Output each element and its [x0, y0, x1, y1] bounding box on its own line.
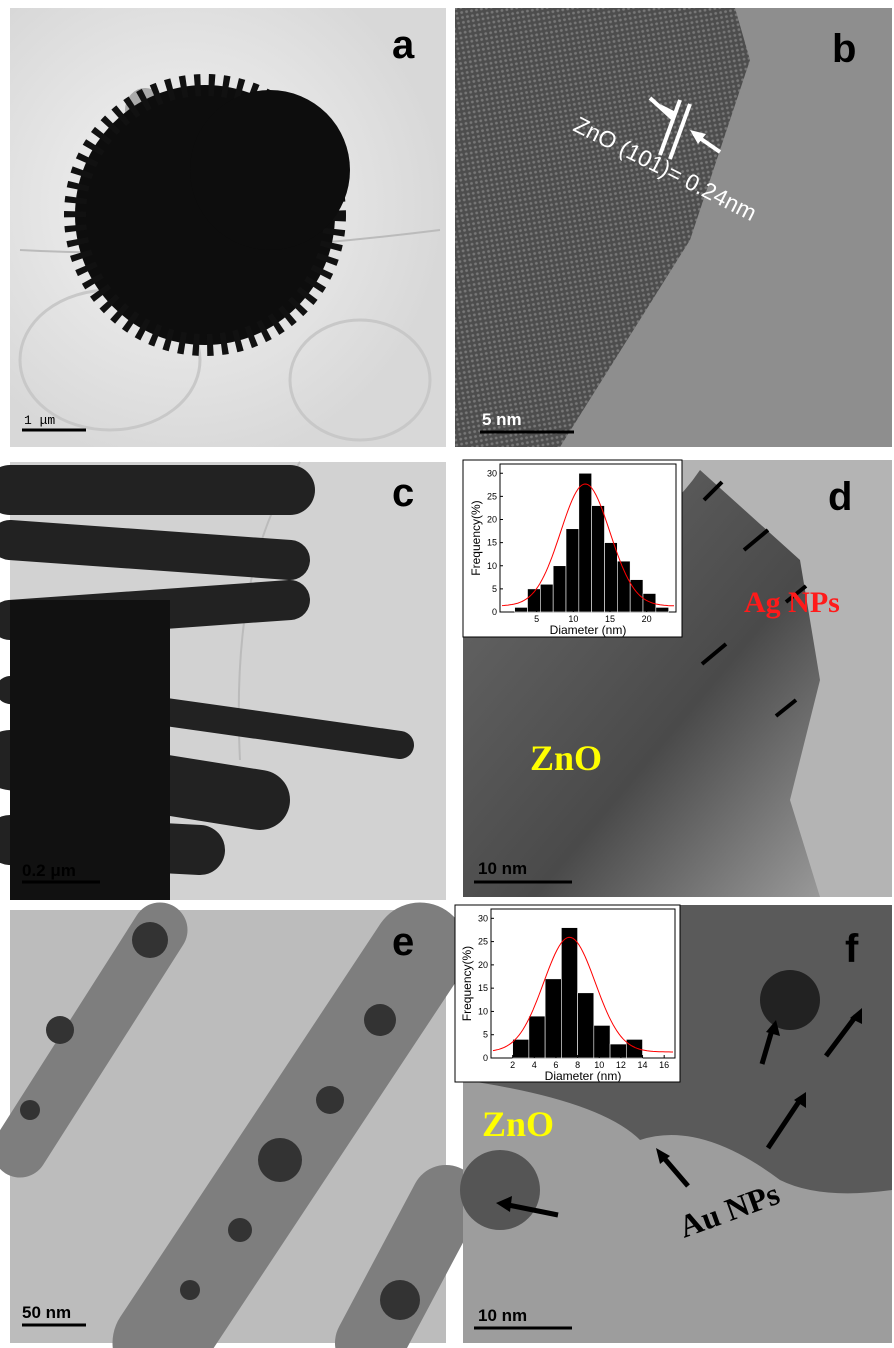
- histogram-bar: [605, 543, 618, 612]
- histogram-bar: [610, 1044, 626, 1058]
- histogram-bar: [579, 473, 592, 612]
- y-axis-label: Frequency(%): [469, 500, 483, 575]
- histogram-bar: [578, 993, 594, 1058]
- histogram-bar: [566, 529, 579, 612]
- histogram-bar: [630, 580, 643, 612]
- scale-label: 0.2 μm: [22, 861, 76, 880]
- annotation: ZnO: [530, 738, 602, 778]
- histogram-bar: [545, 979, 561, 1058]
- scale-label: 50 nm: [22, 1303, 71, 1322]
- x-tick-label: 5: [534, 614, 539, 624]
- panel-label: b: [832, 27, 856, 71]
- panel-a: [10, 8, 446, 447]
- y-tick-label: 0: [483, 1053, 488, 1063]
- panel-label: f: [845, 927, 859, 971]
- panel-label: a: [392, 23, 415, 67]
- y-tick-label: 15: [478, 983, 488, 993]
- histogram-bar: [643, 594, 656, 613]
- y-axis-label: Frequency(%): [460, 946, 474, 1021]
- histogram-bar: [513, 1039, 529, 1058]
- x-tick-label: 14: [638, 1060, 648, 1070]
- y-tick-label: 25: [487, 491, 497, 501]
- x-tick-label: 4: [532, 1060, 537, 1070]
- figure: 1 μm 5 nm 0.2 μm 10 nm 50 nm 10 nm a b c…: [0, 0, 894, 1348]
- histogram-bar: [561, 928, 577, 1058]
- y-tick-label: 20: [487, 515, 497, 525]
- x-axis-label: Diameter (nm): [550, 623, 627, 637]
- y-tick-label: 20: [478, 960, 488, 970]
- y-tick-label: 10: [478, 1006, 488, 1016]
- histogram-bar: [540, 584, 553, 612]
- histogram-bar: [656, 607, 669, 612]
- x-axis-label: Diameter (nm): [545, 1069, 622, 1083]
- scale-label: 5 nm: [482, 410, 522, 429]
- histogram-bar: [529, 1016, 545, 1058]
- panel-b: [455, 8, 892, 447]
- panel-e: [10, 910, 446, 1343]
- y-tick-label: 5: [483, 1030, 488, 1040]
- y-tick-label: 15: [487, 538, 497, 548]
- x-tick-label: 16: [659, 1060, 669, 1070]
- y-tick-label: 30: [487, 468, 497, 478]
- histogram-bar: [553, 566, 566, 612]
- annotation: ZnO: [482, 1104, 554, 1144]
- histogram-bar: [515, 607, 528, 612]
- x-tick-label: 20: [642, 614, 652, 624]
- panel-label: c: [392, 471, 414, 515]
- panel-c: [10, 462, 446, 900]
- x-tick-label: 2: [510, 1060, 515, 1070]
- panel-label: e: [392, 920, 414, 964]
- histogram-bar: [592, 506, 605, 612]
- annotation: Ag NPs: [744, 586, 840, 619]
- panel-label: d: [828, 475, 852, 519]
- y-tick-label: 0: [492, 607, 497, 617]
- scale-label: 10 nm: [478, 1306, 527, 1325]
- scale-label: 1 μm: [24, 413, 55, 428]
- histogram-bar: [594, 1025, 610, 1058]
- y-tick-label: 30: [478, 913, 488, 923]
- y-tick-label: 5: [492, 584, 497, 594]
- scale-label: 10 nm: [478, 859, 527, 878]
- histogram-bar: [626, 1039, 642, 1058]
- y-tick-label: 10: [487, 561, 497, 571]
- y-tick-label: 25: [478, 937, 488, 947]
